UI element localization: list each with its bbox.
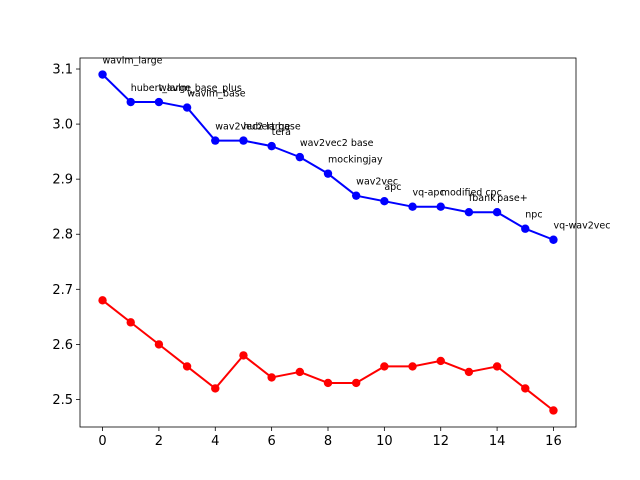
data-point-1 xyxy=(182,103,192,112)
point-label: npc xyxy=(525,210,542,221)
data-point-2 xyxy=(380,362,389,371)
data-point-1 xyxy=(211,136,220,145)
point-labels: wavlm_largehubert_largewavlm_base_pluswa… xyxy=(103,56,611,232)
point-label: vq-apc xyxy=(413,188,445,199)
point-label: mockingjay xyxy=(328,155,383,166)
point-label: pase+ xyxy=(497,193,528,204)
point-label: wav2vec2 large xyxy=(215,122,290,133)
data-point-2 xyxy=(182,362,192,371)
x-tick-label: 10 xyxy=(376,434,393,449)
data-point-2 xyxy=(154,340,164,349)
data-point-2 xyxy=(464,367,474,377)
axis-ticks: 0 2 4 6 8 10 12 14 16 2.5 2.6 2.7 2.8 2.9 3.0 3.1 xyxy=(52,63,561,449)
point-label: tera xyxy=(272,127,291,138)
data-point-2 xyxy=(351,378,361,388)
data-point-2 xyxy=(98,296,107,305)
point-label: vq-wav2vec xyxy=(553,221,610,232)
point-label: fbank xyxy=(469,193,496,204)
data-point-2 xyxy=(549,406,558,415)
data-point-1 xyxy=(380,196,389,206)
point-label: hubert base xyxy=(243,122,300,133)
data-point-1 xyxy=(436,202,445,211)
data-point-2 xyxy=(492,362,502,371)
data-point-1 xyxy=(323,169,333,178)
y-tick-label: 2.6 xyxy=(52,338,73,353)
data-point-1 xyxy=(98,70,107,79)
y-tick-label: 2.7 xyxy=(52,283,73,298)
data-point-1 xyxy=(351,191,361,200)
y-tick-label: 2.8 xyxy=(52,228,73,243)
y-tick-label: 2.9 xyxy=(52,173,73,188)
x-tick-label: 12 xyxy=(432,434,449,449)
point-label: wav2vec2 base xyxy=(300,138,374,149)
data-point-1 xyxy=(408,202,417,211)
point-label: wavlm_large xyxy=(103,56,163,67)
data-point-1 xyxy=(492,208,502,217)
x-tick-label: 14 xyxy=(489,434,506,449)
data-point-1 xyxy=(239,136,248,145)
data-point-2 xyxy=(295,367,305,377)
x-tick-label: 8 xyxy=(324,434,332,449)
x-tick-label: 0 xyxy=(98,434,106,449)
data-point-1 xyxy=(267,141,276,151)
series-layer xyxy=(98,70,558,415)
data-point-1 xyxy=(464,208,474,217)
data-point-1 xyxy=(126,97,135,107)
data-point-2 xyxy=(267,373,276,382)
data-point-2 xyxy=(211,384,220,393)
data-point-1 xyxy=(295,152,305,162)
axes-frame xyxy=(79,57,577,428)
data-point-2 xyxy=(126,318,135,327)
data-point-2 xyxy=(521,384,530,393)
y-tick-label: 3.1 xyxy=(52,63,73,78)
x-tick-label: 2 xyxy=(155,434,163,449)
data-point-2 xyxy=(408,362,417,371)
x-tick-label: 6 xyxy=(267,434,275,449)
data-point-1 xyxy=(549,235,558,244)
data-point-2 xyxy=(323,378,333,388)
data-point-1 xyxy=(154,97,164,107)
plot-area xyxy=(79,57,577,428)
x-tick-label: 16 xyxy=(545,434,562,449)
point-label: wav2vec xyxy=(356,177,398,188)
point-label: wavlm_base_plus xyxy=(159,83,242,94)
point-label: wavlm_base xyxy=(187,89,246,100)
data-point-2 xyxy=(239,351,248,360)
y-tick-label: 2.5 xyxy=(52,393,73,408)
series-line-2 xyxy=(101,299,555,412)
data-point-1 xyxy=(521,224,530,233)
point-label: modified cpc xyxy=(441,188,502,199)
point-label: hubert_large xyxy=(131,83,192,94)
point-label: apc xyxy=(384,182,401,193)
data-point-2 xyxy=(436,356,445,366)
y-tick-label: 3.0 xyxy=(52,118,73,133)
x-tick-label: 4 xyxy=(211,434,219,449)
